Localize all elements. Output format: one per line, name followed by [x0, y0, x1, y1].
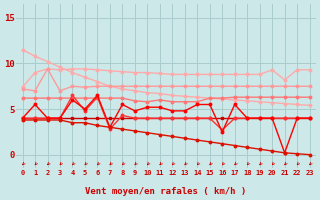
X-axis label: Vent moyen/en rafales ( km/h ): Vent moyen/en rafales ( km/h ): [85, 187, 247, 196]
